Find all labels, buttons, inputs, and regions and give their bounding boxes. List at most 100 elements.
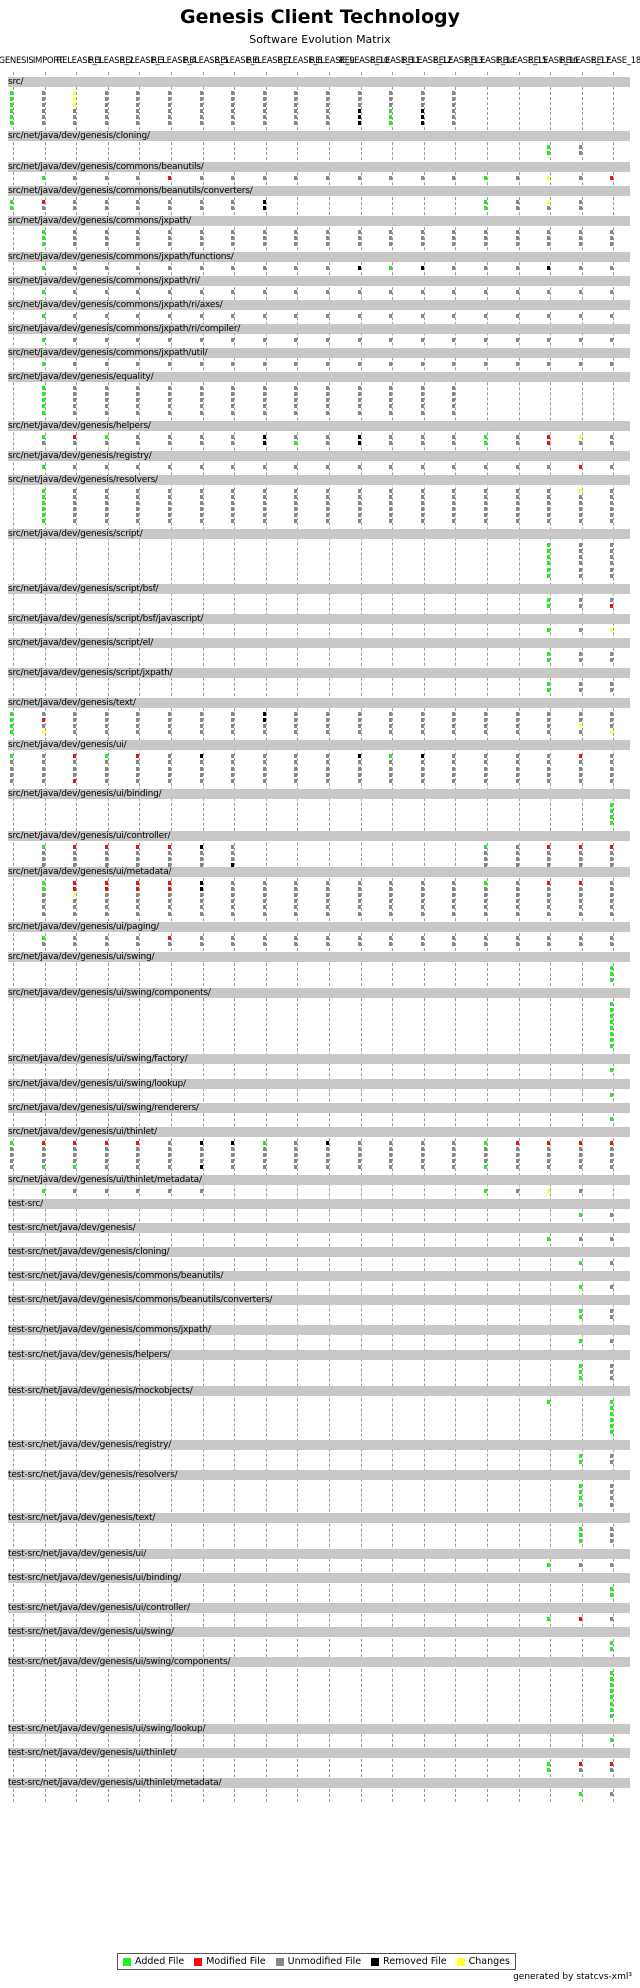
file-mark bbox=[326, 236, 329, 240]
file-mark bbox=[516, 712, 519, 716]
file-mark bbox=[547, 1768, 550, 1772]
file-mark bbox=[610, 519, 613, 523]
file-mark bbox=[358, 109, 361, 113]
file-mark bbox=[105, 887, 108, 891]
file-mark bbox=[42, 495, 45, 499]
directory-label: test-src/net/java/dev/genesis/ui/ bbox=[8, 1549, 147, 1559]
file-mark bbox=[610, 912, 613, 916]
file-mark bbox=[610, 881, 613, 885]
file-mark bbox=[263, 97, 266, 101]
directory-bar bbox=[8, 1127, 630, 1137]
file-mark bbox=[389, 176, 392, 180]
file-mark bbox=[326, 97, 329, 101]
directory-label: src/net/java/dev/genesis/commons/beanuti… bbox=[8, 186, 253, 196]
file-mark bbox=[516, 851, 519, 855]
file-mark bbox=[452, 912, 455, 916]
file-mark bbox=[136, 754, 139, 758]
file-mark bbox=[231, 398, 234, 402]
file-mark bbox=[168, 942, 171, 946]
directory-label: test-src/net/java/dev/genesis/ui/thinlet… bbox=[8, 1748, 177, 1758]
file-mark bbox=[105, 200, 108, 204]
file-mark bbox=[105, 176, 108, 180]
file-mark bbox=[263, 730, 266, 734]
file-mark bbox=[136, 386, 139, 390]
file-mark bbox=[579, 465, 582, 469]
file-mark bbox=[516, 441, 519, 445]
legend-swatch-added bbox=[123, 1957, 131, 1966]
file-mark bbox=[263, 501, 266, 505]
file-mark bbox=[200, 905, 203, 909]
file-mark bbox=[231, 1141, 234, 1145]
file-mark bbox=[579, 887, 582, 891]
file-mark bbox=[294, 176, 297, 180]
file-mark bbox=[610, 1539, 613, 1543]
file-mark bbox=[610, 1412, 613, 1416]
file-mark bbox=[326, 893, 329, 897]
file-mark bbox=[42, 103, 45, 107]
file-mark bbox=[10, 109, 13, 113]
file-mark bbox=[231, 1159, 234, 1163]
file-mark bbox=[136, 109, 139, 113]
file-mark bbox=[326, 441, 329, 445]
revision-label: RELEASE_18 bbox=[590, 56, 640, 66]
file-mark bbox=[326, 314, 329, 318]
directory-label: test-src/net/java/dev/genesis/ui/swing/l… bbox=[8, 1724, 206, 1734]
file-mark bbox=[136, 857, 139, 861]
directory-bar bbox=[8, 698, 630, 708]
file-mark bbox=[610, 176, 613, 180]
file-mark bbox=[610, 1370, 613, 1374]
file-mark bbox=[105, 857, 108, 861]
file-mark bbox=[136, 942, 139, 946]
file-mark bbox=[421, 230, 424, 234]
file-mark bbox=[10, 718, 13, 722]
directory-bar bbox=[8, 1470, 630, 1480]
directory-label: src/ bbox=[8, 77, 24, 87]
file-mark bbox=[610, 568, 613, 572]
file-mark bbox=[168, 103, 171, 107]
directory-bar bbox=[8, 1223, 630, 1233]
revision-label: RELEASE_2 bbox=[88, 56, 134, 66]
file-mark bbox=[610, 1738, 613, 1742]
file-mark bbox=[326, 912, 329, 916]
file-mark bbox=[389, 724, 392, 728]
file-mark bbox=[610, 543, 613, 547]
file-mark bbox=[389, 942, 392, 946]
legend-item-unmodified: Unmodified File bbox=[275, 1956, 362, 1967]
file-mark bbox=[73, 507, 76, 511]
file-mark bbox=[610, 465, 613, 469]
directory-bar bbox=[8, 1295, 630, 1305]
file-mark bbox=[263, 404, 266, 408]
file-mark bbox=[484, 266, 487, 270]
file-mark bbox=[168, 1153, 171, 1157]
file-mark bbox=[42, 887, 45, 891]
file-mark bbox=[105, 398, 108, 402]
file-mark bbox=[389, 290, 392, 294]
file-mark bbox=[105, 1147, 108, 1151]
file-mark bbox=[294, 887, 297, 891]
file-mark bbox=[136, 242, 139, 246]
file-mark bbox=[579, 1496, 582, 1500]
file-mark bbox=[547, 845, 550, 849]
file-mark bbox=[516, 1159, 519, 1163]
chart-title: Genesis Client Technology bbox=[180, 6, 460, 28]
file-mark bbox=[547, 574, 550, 578]
file-mark bbox=[610, 338, 613, 342]
file-mark bbox=[200, 398, 203, 402]
file-mark bbox=[579, 242, 582, 246]
file-mark bbox=[200, 266, 203, 270]
file-mark bbox=[579, 1339, 582, 1343]
file-mark bbox=[452, 97, 455, 101]
file-mark bbox=[610, 658, 613, 662]
file-mark bbox=[263, 91, 266, 95]
file-mark bbox=[610, 972, 613, 976]
file-mark bbox=[516, 845, 519, 849]
legend-label-unmodified: Unmodified File bbox=[287, 1956, 362, 1967]
file-mark bbox=[73, 266, 76, 270]
file-mark bbox=[136, 760, 139, 764]
file-mark bbox=[579, 652, 582, 656]
file-mark bbox=[42, 779, 45, 783]
file-mark bbox=[263, 718, 266, 722]
file-mark bbox=[10, 115, 13, 119]
file-mark bbox=[610, 1460, 613, 1464]
file-mark bbox=[516, 754, 519, 758]
